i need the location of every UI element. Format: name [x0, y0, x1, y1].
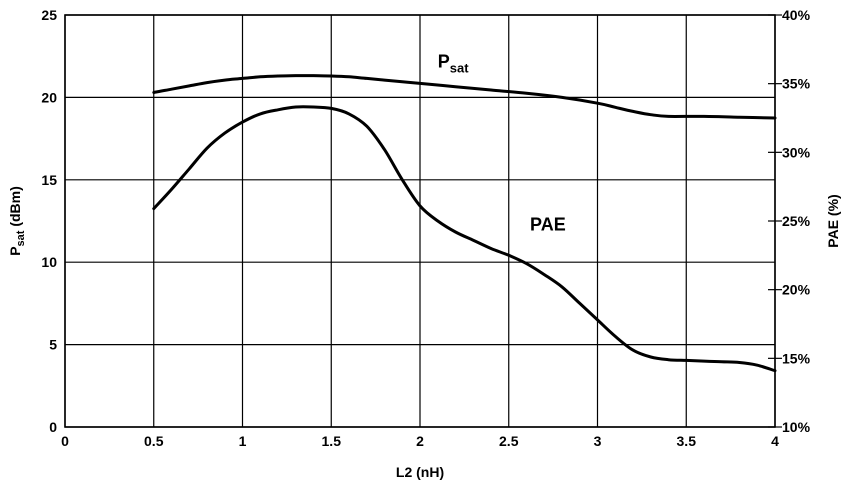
x-tick-label: 3.5 [677, 433, 697, 449]
y-right-tick-label: 35% [782, 76, 811, 92]
y-left-axis-title-main: P [7, 246, 23, 255]
x-axis-ticks: 0 0.5 1 1.5 2 2.5 3 3.5 4 [61, 433, 779, 449]
y-right-axis-ticks: 10% 15% 20% 25% 30% 35% 40% [768, 7, 811, 435]
y-left-tick-label: 10 [41, 254, 57, 270]
series-label-main: P [438, 52, 450, 72]
series-label-sub: sat [450, 61, 469, 76]
y-left-tick-label: 20 [41, 89, 57, 105]
series-line-pae [152, 105, 777, 373]
series-layer [152, 74, 777, 373]
x-axis-title: L2 (nH) [396, 464, 444, 480]
y-left-tick-label: 15 [41, 172, 57, 188]
y-right-tick-label: 30% [782, 144, 811, 160]
x-tick-label: 1 [239, 433, 247, 449]
y-left-axis-title-suffix: (dBm) [7, 186, 23, 230]
series-line-psat [152, 74, 777, 120]
y-right-tick-label: 25% [782, 213, 811, 229]
y-left-axis-title: Psat (dBm) [7, 186, 27, 256]
x-tick-label: 2 [416, 433, 424, 449]
annotation-layer: Psat PAE [438, 52, 566, 235]
x-tick-label: 3 [594, 433, 602, 449]
y-right-tick-label: 10% [782, 419, 811, 435]
x-tick-label: 2.5 [499, 433, 519, 449]
x-tick-label: 0.5 [144, 433, 164, 449]
y-left-axis-title-sub: sat [15, 230, 27, 246]
x-tick-label: 0 [61, 433, 69, 449]
y-left-tick-label: 5 [49, 337, 57, 353]
y-left-tick-label: 25 [41, 7, 57, 23]
series-label: Psat [438, 52, 469, 76]
y-right-axis-title: PAE (%) [825, 194, 841, 247]
grid [64, 14, 776, 428]
y-left-axis-ticks: 0 5 10 15 20 25 [41, 7, 57, 435]
y-left-tick-label: 0 [49, 419, 57, 435]
y-right-tick-label: 15% [782, 350, 811, 366]
y-right-tick-label: 40% [782, 7, 811, 23]
x-tick-label: 4 [771, 433, 779, 449]
series-label: PAE [530, 215, 566, 235]
x-tick-label: 1.5 [322, 433, 342, 449]
y-right-tick-label: 20% [782, 282, 811, 298]
